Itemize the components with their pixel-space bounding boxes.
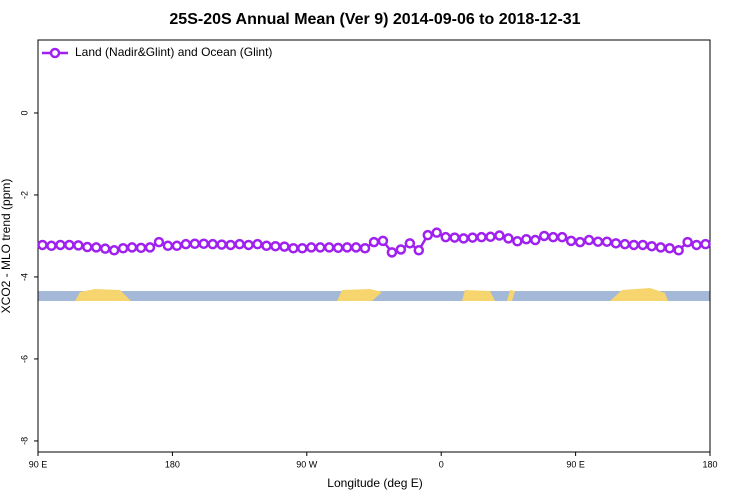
y-tick-label: 0: [19, 110, 29, 115]
data-point: [664, 243, 675, 254]
data-point: [431, 227, 442, 238]
y-tick-label: -6: [19, 355, 29, 363]
data-point: [583, 234, 595, 246]
data-point: [350, 242, 362, 253]
land-patch: [462, 290, 495, 301]
data-point: [162, 240, 174, 252]
data-point: [306, 242, 317, 253]
data-point: [476, 231, 487, 243]
data-point: [467, 232, 478, 243]
data-point: [404, 238, 416, 249]
x-tick-label: 180: [702, 459, 717, 469]
data-point: [332, 242, 344, 254]
data-point: [449, 232, 460, 243]
y-tick-label: -8: [19, 437, 29, 445]
data-point: [377, 235, 389, 247]
land-patch: [337, 289, 382, 301]
data-point: [314, 242, 326, 253]
data-point: [503, 233, 514, 244]
data-point: [153, 236, 165, 248]
data-point: [288, 243, 299, 254]
data-point: [189, 238, 201, 249]
data-point: [458, 233, 469, 244]
data-point: [601, 236, 613, 247]
data-point: [99, 243, 111, 254]
data-point: [171, 240, 183, 252]
data-point: [341, 242, 353, 253]
data-point: [297, 243, 308, 254]
data-point: [368, 236, 380, 248]
data-point: [574, 236, 586, 248]
data-point: [261, 240, 272, 252]
y-tick-label: -2: [19, 191, 29, 199]
data-point: [628, 239, 640, 251]
y-tick-label: -4: [19, 273, 29, 281]
data-point: [538, 230, 550, 242]
x-tick-label: 0: [439, 459, 444, 469]
data-point: [55, 239, 66, 251]
data-point: [682, 236, 693, 248]
x-tick-label: 90 E: [566, 459, 585, 469]
land-mask: [38, 288, 710, 301]
x-tick-label: 90 E: [29, 459, 48, 469]
data-point: [691, 239, 702, 251]
land-patch: [610, 288, 668, 301]
data-point: [359, 243, 371, 254]
data-point: [637, 239, 649, 251]
x-axis-label: Longitude (deg E): [327, 476, 422, 490]
data-point: [413, 245, 425, 256]
data-point: [243, 239, 254, 251]
land-patch: [75, 289, 131, 301]
data-point: [117, 243, 129, 254]
data-point: [556, 231, 568, 243]
data-point: [198, 238, 210, 249]
data-point: [108, 245, 120, 256]
data-point: [207, 238, 218, 250]
data-point: [386, 247, 398, 258]
data-point: [234, 238, 245, 250]
data-point: [512, 236, 523, 247]
data-point: [610, 238, 622, 249]
data-point: [180, 238, 192, 250]
data-point: [565, 235, 577, 247]
data-point: [440, 231, 451, 243]
data-point: [323, 242, 335, 253]
data-point: [252, 238, 263, 250]
data-point: [82, 241, 93, 253]
y-axis-label: XCO2 - MLO trend (ppm): [0, 179, 13, 314]
data-point: [37, 239, 48, 251]
land-patch: [507, 290, 515, 301]
chart-title: 25S-20S Annual Mean (Ver 9) 2014-09-06 t…: [169, 11, 580, 28]
data-point: [530, 234, 541, 246]
data-point: [225, 239, 236, 251]
data-point: [216, 239, 227, 250]
data-point: [73, 240, 84, 251]
data-point: [422, 229, 434, 241]
data-point: [126, 242, 138, 253]
data-point: [521, 233, 532, 245]
data-point: [485, 231, 496, 243]
data-point: [46, 240, 57, 252]
data-point: [279, 241, 290, 252]
data-point: [592, 236, 604, 247]
data-point: [135, 242, 147, 254]
legend-label: Land (Nadir&Glint) and Ocean (Glint): [75, 45, 272, 59]
data-point: [64, 239, 75, 251]
data-point: [395, 244, 407, 255]
data-point: [494, 230, 505, 241]
data-point: [144, 242, 156, 253]
data-point: [700, 238, 711, 250]
legend-marker: [49, 47, 61, 59]
data-point: [619, 238, 631, 250]
data-point: [90, 242, 102, 253]
data-point: [673, 245, 684, 256]
x-tick-label: 90 W: [296, 459, 318, 469]
data-point: [547, 231, 559, 243]
x-tick-label: 180: [165, 459, 180, 469]
data-point: [270, 240, 281, 252]
data-point: [646, 240, 658, 252]
data-point: [655, 242, 666, 253]
